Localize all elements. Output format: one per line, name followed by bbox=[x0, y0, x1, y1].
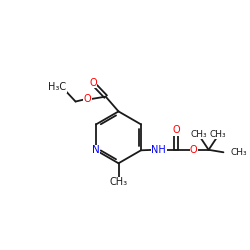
Text: CH₃: CH₃ bbox=[110, 177, 128, 187]
Text: O: O bbox=[190, 145, 198, 155]
Text: CH₃: CH₃ bbox=[191, 130, 208, 138]
Text: N: N bbox=[92, 145, 100, 155]
Text: O: O bbox=[84, 94, 92, 104]
Text: H₃C: H₃C bbox=[48, 82, 66, 92]
Text: O: O bbox=[89, 78, 97, 88]
Text: NH: NH bbox=[151, 145, 166, 155]
Text: CH₃: CH₃ bbox=[230, 148, 247, 157]
Text: CH₃: CH₃ bbox=[210, 130, 226, 138]
Text: O: O bbox=[172, 125, 180, 135]
